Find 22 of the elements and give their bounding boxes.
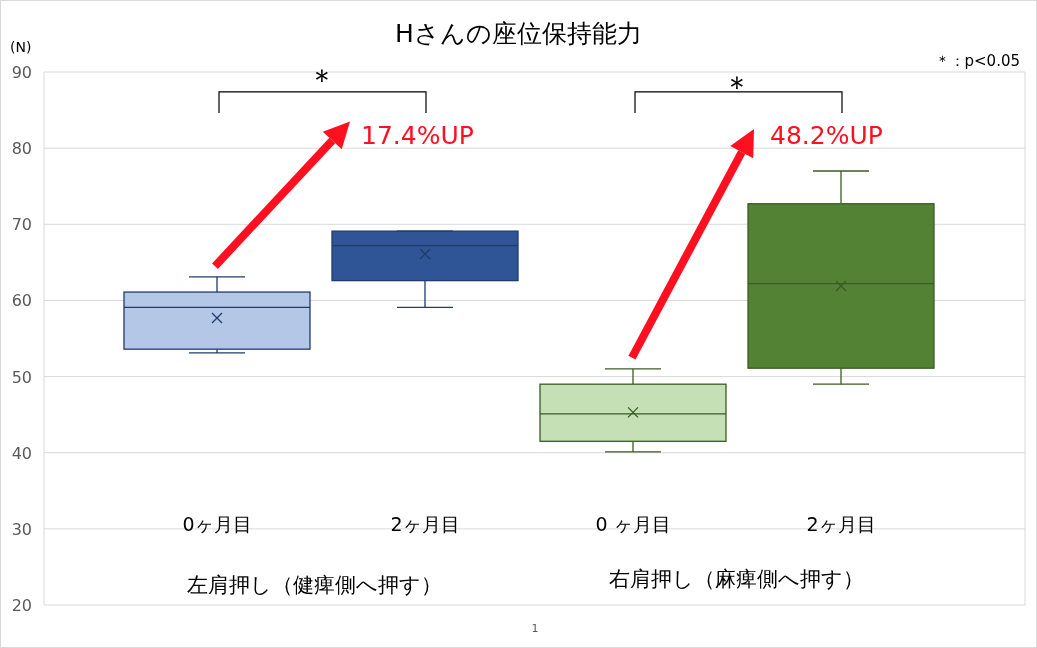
text: ＊：p<0.05 (934, 52, 1020, 70)
y-tick-label: 80 (11, 139, 32, 159)
text: 1 (531, 622, 539, 635)
y-tick-label: 50 (11, 367, 32, 387)
y-tick-label: 90 (11, 63, 32, 82)
x-tick-label: 2ヶ月目 (806, 513, 876, 535)
y-tick-label: 40 (11, 443, 32, 463)
annotation: ＊ (307, 62, 337, 97)
x-tick-label: 0ヶ月目 (182, 513, 252, 535)
y-tick-label: 30 (11, 519, 32, 539)
x-tick-label: 2ヶ月目 (390, 513, 460, 535)
y-axis-title: (N) (10, 39, 32, 55)
annotation: 48.2%UP (770, 121, 883, 150)
annotation: 17.4%UP (361, 121, 474, 150)
annotation: 右肩押し（麻痺側へ押す） (609, 567, 864, 591)
annotation: 左肩押し（健痺側へ押す） (187, 573, 442, 597)
x-tick-label: 0 ヶ月目 (595, 513, 671, 535)
y-tick-label: 20 (11, 596, 32, 615)
y-tick-label: 60 (11, 291, 32, 311)
annotation: ＊ (722, 69, 752, 104)
y-tick-label: 70 (11, 215, 32, 235)
chart-title: Hさんの座位保持能力 (395, 19, 642, 48)
